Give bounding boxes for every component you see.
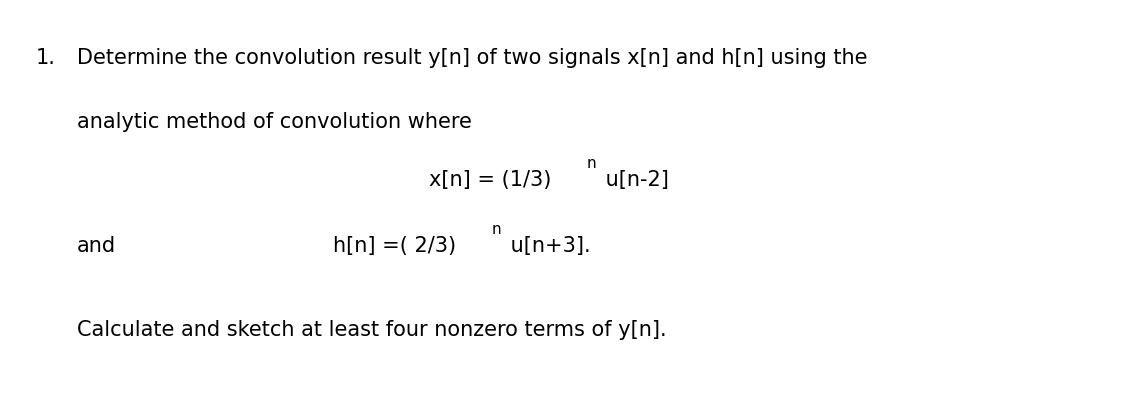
Text: analytic method of convolution where: analytic method of convolution where	[77, 112, 472, 132]
Text: x[n] = (1/3): x[n] = (1/3)	[429, 170, 550, 190]
Text: Calculate and sketch at least four nonzero terms of y[n].: Calculate and sketch at least four nonze…	[77, 320, 667, 340]
Text: and: and	[77, 236, 116, 256]
Text: h[n] =( 2/3): h[n] =( 2/3)	[333, 236, 456, 256]
Text: Determine the convolution result y[n] of two signals x[n] and h[n] using the: Determine the convolution result y[n] of…	[77, 48, 867, 68]
Text: n: n	[492, 222, 501, 237]
Text: 1.: 1.	[36, 48, 56, 68]
Text: n: n	[587, 156, 597, 171]
Text: u[n+3].: u[n+3].	[504, 236, 591, 256]
Text: u[n-2]: u[n-2]	[599, 170, 669, 190]
